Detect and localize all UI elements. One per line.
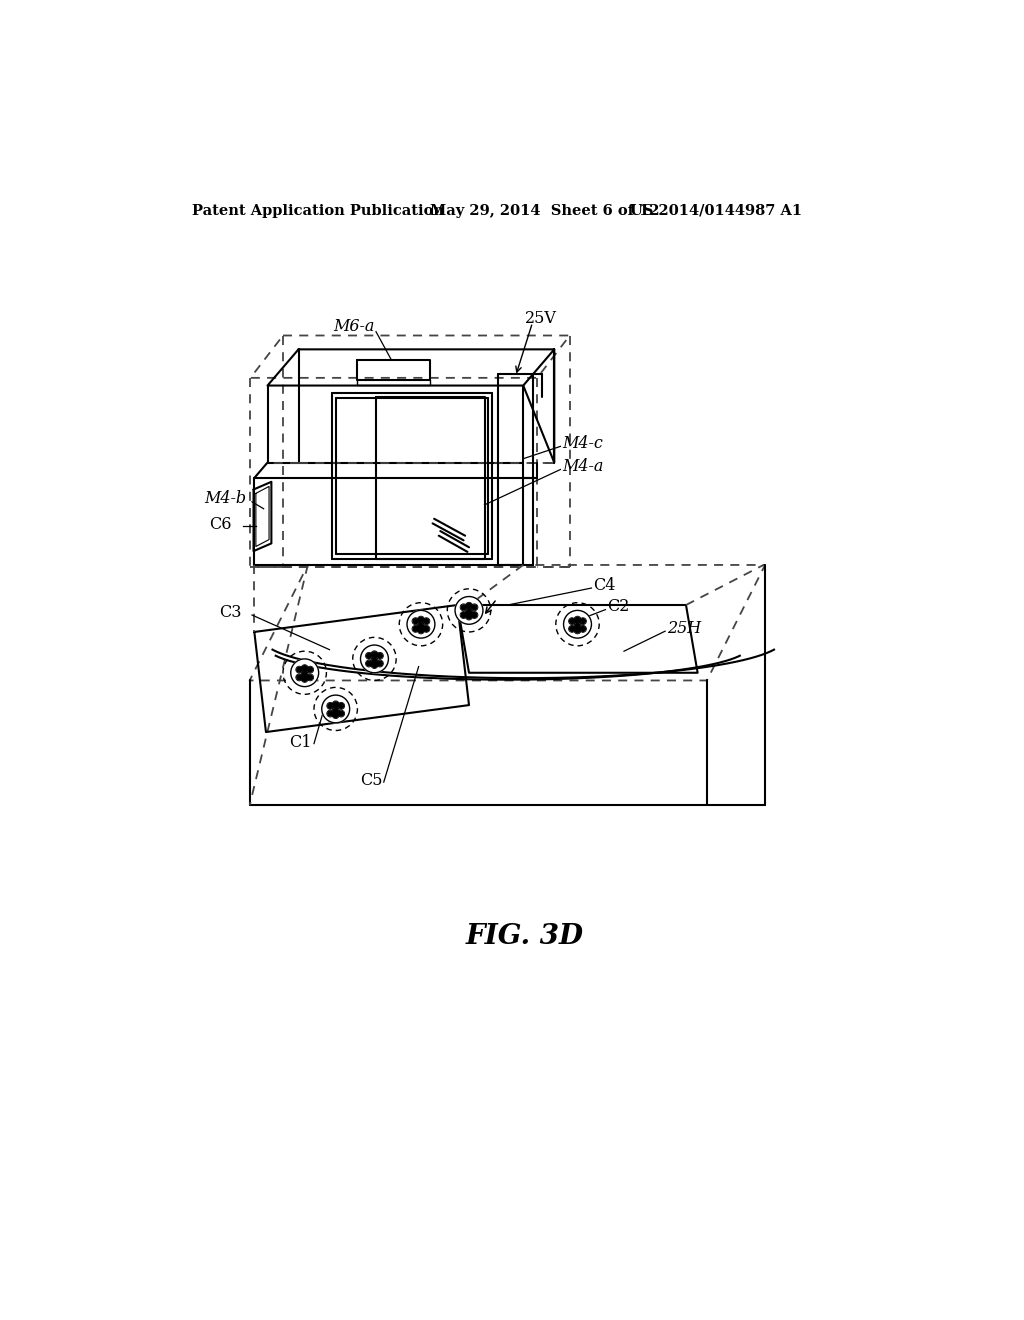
- Circle shape: [467, 603, 471, 609]
- Circle shape: [307, 667, 312, 672]
- Text: US 2014/0144987 A1: US 2014/0144987 A1: [630, 203, 803, 218]
- Circle shape: [569, 619, 574, 623]
- Circle shape: [419, 623, 424, 628]
- Circle shape: [339, 704, 344, 709]
- Text: C1: C1: [289, 734, 311, 751]
- Circle shape: [424, 627, 429, 631]
- Circle shape: [307, 675, 312, 680]
- Circle shape: [575, 623, 580, 628]
- Circle shape: [367, 653, 372, 659]
- Circle shape: [302, 665, 307, 671]
- Text: C3: C3: [219, 605, 242, 622]
- Text: M4-a: M4-a: [562, 458, 603, 475]
- Circle shape: [419, 628, 424, 632]
- Circle shape: [407, 610, 435, 638]
- Circle shape: [291, 659, 318, 686]
- Text: M6-a: M6-a: [334, 318, 375, 335]
- Circle shape: [333, 702, 338, 706]
- Circle shape: [372, 652, 377, 657]
- Circle shape: [472, 605, 477, 610]
- Circle shape: [575, 618, 580, 622]
- Circle shape: [339, 711, 344, 715]
- Circle shape: [378, 661, 382, 667]
- Circle shape: [333, 713, 338, 718]
- Circle shape: [378, 653, 382, 659]
- Circle shape: [467, 610, 471, 614]
- Circle shape: [461, 605, 466, 610]
- Circle shape: [569, 627, 574, 631]
- Text: 25V: 25V: [524, 310, 557, 327]
- Circle shape: [360, 645, 388, 673]
- Text: C4: C4: [593, 577, 615, 594]
- Circle shape: [322, 696, 349, 723]
- Circle shape: [419, 618, 424, 622]
- Text: C6: C6: [209, 516, 231, 533]
- Circle shape: [333, 708, 338, 713]
- Text: 25H: 25H: [667, 619, 700, 636]
- Circle shape: [467, 614, 471, 619]
- Circle shape: [372, 663, 377, 668]
- Text: May 29, 2014  Sheet 6 of 12: May 29, 2014 Sheet 6 of 12: [430, 203, 659, 218]
- Text: C2: C2: [607, 598, 630, 615]
- Circle shape: [302, 676, 307, 681]
- Circle shape: [575, 628, 580, 632]
- Circle shape: [413, 619, 418, 623]
- Circle shape: [413, 627, 418, 631]
- Text: M4-c: M4-c: [562, 434, 603, 451]
- Circle shape: [297, 675, 302, 680]
- Circle shape: [455, 597, 483, 624]
- Text: Patent Application Publication: Patent Application Publication: [191, 203, 443, 218]
- Circle shape: [367, 661, 372, 667]
- Circle shape: [297, 667, 302, 672]
- Circle shape: [581, 619, 586, 623]
- Text: FIG. 3D: FIG. 3D: [466, 923, 584, 949]
- Circle shape: [328, 711, 333, 715]
- Text: C5: C5: [360, 772, 383, 789]
- Circle shape: [472, 612, 477, 618]
- Circle shape: [302, 672, 307, 677]
- Text: M4-b: M4-b: [204, 490, 246, 507]
- Circle shape: [461, 612, 466, 618]
- Circle shape: [372, 657, 377, 663]
- Circle shape: [581, 627, 586, 631]
- Circle shape: [328, 704, 333, 709]
- Circle shape: [563, 610, 592, 638]
- Circle shape: [424, 619, 429, 623]
